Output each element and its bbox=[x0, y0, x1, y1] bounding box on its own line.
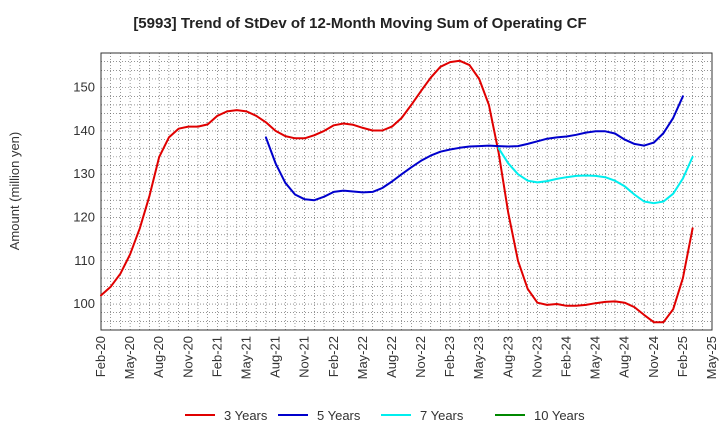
x-tick-label: Nov-21 bbox=[297, 336, 312, 378]
x-tick-label: Aug-20 bbox=[151, 336, 166, 378]
series-line-3-years bbox=[100, 59, 694, 324]
x-tick-label: Aug-21 bbox=[268, 336, 283, 378]
x-tick-label: Aug-23 bbox=[500, 336, 515, 378]
x-tick-label: Feb-23 bbox=[442, 336, 457, 377]
x-tick-labels: Feb-20 May-20 Aug-20 Nov-20 Feb-21 May-21 Aug-… bbox=[93, 336, 719, 379]
x-tick-label: Aug-24 bbox=[617, 336, 632, 378]
x-tick-label: Aug-22 bbox=[384, 336, 399, 378]
x-tick-label: Nov-22 bbox=[413, 336, 428, 378]
series-layer bbox=[100, 59, 694, 324]
y-tick-label: 130 bbox=[73, 166, 95, 181]
x-tick-label: Feb-20 bbox=[93, 336, 108, 377]
x-tick-label: May-20 bbox=[122, 336, 137, 379]
y-tick-label: 120 bbox=[73, 209, 95, 224]
x-tick-label: Nov-20 bbox=[180, 336, 195, 378]
grid-layer bbox=[100, 52, 713, 331]
x-tick-label: May-21 bbox=[238, 336, 253, 379]
series-line-5-years bbox=[264, 95, 684, 202]
legend-label: 10 Years bbox=[534, 408, 585, 423]
x-tick-label: May-25 bbox=[704, 336, 719, 379]
x-tick-label: Nov-23 bbox=[529, 336, 544, 378]
y-tick-label: 140 bbox=[73, 123, 95, 138]
series-line-7-years bbox=[497, 147, 694, 205]
x-tick-label: May-24 bbox=[588, 336, 603, 379]
x-tick-label: Feb-21 bbox=[209, 336, 224, 377]
legend: 3 Years 5 Years 7 Years 10 Years bbox=[185, 408, 585, 423]
y-tick-label: 100 bbox=[73, 296, 95, 311]
x-tick-label: Feb-24 bbox=[559, 336, 574, 377]
y-tick-label: 150 bbox=[73, 80, 95, 95]
y-tick-label: 110 bbox=[74, 253, 95, 268]
y-axis-title: Amount (million yen) bbox=[7, 132, 22, 251]
x-tick-label: Nov-24 bbox=[646, 336, 661, 378]
plot-frame bbox=[100, 52, 713, 331]
legend-label: 3 Years bbox=[224, 408, 268, 423]
y-tick-labels: 100 110 120 130 140 150 bbox=[73, 80, 95, 311]
x-tick-label: May-23 bbox=[471, 336, 486, 379]
x-tick-label: Feb-25 bbox=[675, 336, 690, 377]
legend-label: 7 Years bbox=[420, 408, 464, 423]
legend-label: 5 Years bbox=[317, 408, 361, 423]
chart-title: [5993] Trend of StDev of 12-Month Moving… bbox=[133, 15, 586, 32]
x-tick-label: May-22 bbox=[355, 336, 370, 379]
x-tick-label: Feb-22 bbox=[326, 336, 341, 377]
